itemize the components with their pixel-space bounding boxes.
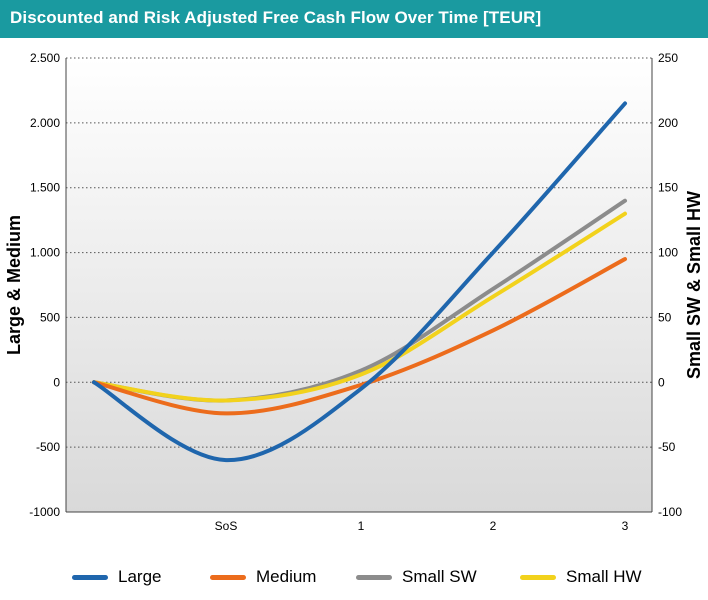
y-tick-label-left: 2.500 <box>30 51 60 65</box>
legend-swatch <box>520 574 556 580</box>
y-tick-label-left: 1.000 <box>30 246 60 260</box>
legend-swatch <box>72 574 108 580</box>
plot-area <box>66 58 652 512</box>
y-axis-title-left: Large & Medium <box>4 215 24 355</box>
legend-swatch <box>356 574 392 580</box>
legend-item-medium: Medium <box>210 566 316 588</box>
series-line-large <box>92 101 627 463</box>
y-axis-title-right: Small SW & Small HW <box>684 191 704 379</box>
x-tick-label: SoS <box>215 519 238 533</box>
y-tick-label-right: -50 <box>658 440 676 454</box>
legend-label: Small SW <box>402 567 477 586</box>
legend-swatch <box>210 574 246 580</box>
series-line-small-hw <box>92 211 627 403</box>
legend-item-small-sw: Small SW <box>356 566 477 588</box>
legend: Large Medium Small SW Small HW <box>0 562 708 592</box>
y-tick-label-right: 150 <box>658 181 678 195</box>
y-tick-label-left: 500 <box>40 310 60 324</box>
x-tick-label: 1 <box>358 519 365 533</box>
legend-label: Small HW <box>566 567 642 586</box>
y-tick-label-right: 100 <box>658 246 678 260</box>
x-tick-label: 3 <box>622 519 629 533</box>
title-bar: Discounted and Risk Adjusted Free Cash F… <box>0 0 708 38</box>
legend-item-large: Large <box>72 566 161 588</box>
y-tick-label-left: -500 <box>36 440 60 454</box>
y-tick-label-left: 1.500 <box>30 181 60 195</box>
chart: -1000-50005001.0001.5002.0002.500-100-50… <box>4 51 704 533</box>
y-tick-label-right: 250 <box>658 51 678 65</box>
y-tick-label-right: 50 <box>658 310 672 324</box>
legend-label: Large <box>118 567 162 586</box>
y-tick-label-left: 2.000 <box>30 116 60 130</box>
y-tick-label-left: -1000 <box>29 505 60 519</box>
chart-title: Discounted and Risk Adjusted Free Cash F… <box>10 8 542 27</box>
y-tick-label-right: -100 <box>658 505 682 519</box>
y-tick-label-right: 0 <box>658 375 665 389</box>
legend-item-small-hw: Small HW <box>520 566 642 588</box>
legend-label: Medium <box>256 567 317 586</box>
y-tick-label-left: 0 <box>53 375 60 389</box>
series-line-medium <box>92 257 627 416</box>
x-tick-label: 2 <box>490 519 497 533</box>
y-tick-label-right: 200 <box>658 116 678 130</box>
